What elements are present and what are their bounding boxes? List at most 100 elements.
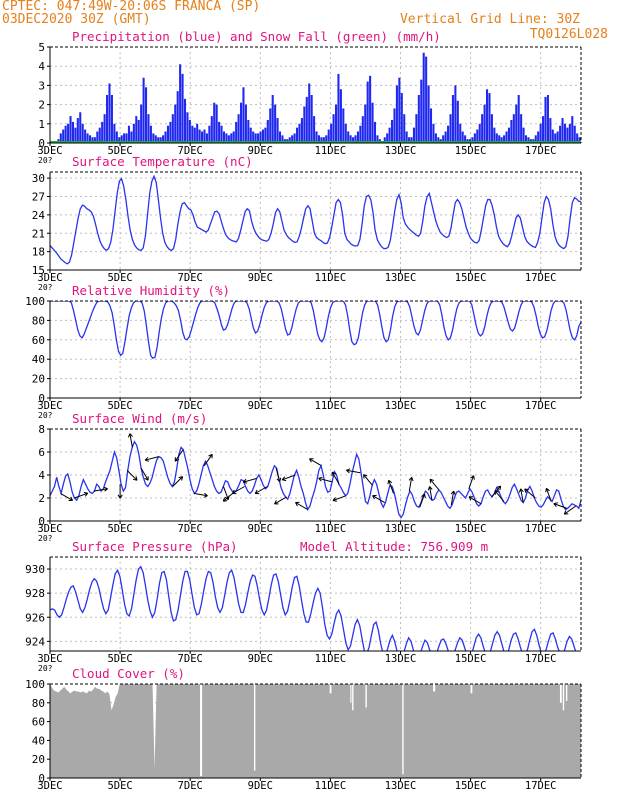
precip-bar: [271, 95, 274, 143]
precip-bar: [537, 131, 540, 143]
precip-bar: [544, 96, 547, 143]
wind-vector-head: [524, 488, 529, 491]
x-tick-label: 17DEC: [525, 145, 557, 157]
precip-bar: [127, 125, 131, 143]
wind-vector-arrow: [309, 458, 322, 467]
precip-bar: [459, 123, 462, 143]
wind-vector-head: [429, 486, 433, 490]
precip-bar: [162, 135, 165, 143]
wind-vector-head: [144, 459, 150, 462]
precip-bar: [510, 119, 513, 143]
y-tick-label: 100: [25, 295, 45, 308]
y-tick-label: 928: [25, 587, 45, 600]
wind-vector-arrow: [126, 470, 138, 481]
precip-bar: [193, 127, 196, 143]
wind-vector-shaft: [450, 491, 455, 505]
y-tick-label: 60: [32, 716, 45, 729]
precip-bar: [383, 137, 386, 143]
x-tick-label: 9DEC: [248, 272, 273, 284]
wind-vector-head: [473, 475, 475, 480]
precip-bar: [157, 137, 160, 143]
wind-vector-shaft: [363, 474, 373, 486]
precip-bar: [201, 131, 204, 143]
precip-bar: [227, 135, 230, 143]
wind-vector-arrow: [274, 496, 287, 505]
pressure-subtitle: Model Altitude: 756.909 m: [300, 539, 488, 554]
cloud-cover-area: [50, 684, 581, 778]
cloud-cover-gap: [402, 684, 404, 775]
precip-bar: [344, 123, 347, 143]
precip-bar: [320, 137, 323, 143]
precip-bar: [563, 123, 567, 143]
precip-bar: [232, 131, 235, 143]
wind-vector-shaft: [203, 454, 213, 467]
precip-bar: [371, 102, 374, 143]
precip-bar: [298, 123, 301, 143]
precip-bar: [425, 56, 428, 143]
wind-vector-head: [181, 476, 184, 481]
precip-bar: [103, 114, 106, 143]
temp-series-line: [50, 174, 581, 265]
precip-bar: [215, 104, 218, 143]
wind-vector-head: [520, 488, 524, 493]
x-tick-label: 17DEC: [525, 653, 557, 665]
wind-vector-head: [70, 496, 74, 501]
precip-bar: [145, 87, 148, 143]
cloud-cover-gap: [365, 684, 367, 708]
precip-bar: [447, 125, 450, 143]
precip-bar: [164, 131, 167, 143]
precip-bar: [239, 102, 243, 143]
precip-bar: [412, 127, 415, 143]
precip-bar: [169, 121, 172, 143]
precip-bar: [398, 77, 401, 143]
y-tick-label: 2: [38, 99, 45, 112]
x-tick-label: 3DEC: [37, 653, 62, 665]
precip-bar: [478, 123, 481, 143]
precip-bar: [203, 129, 206, 143]
precip-bar: [244, 104, 247, 143]
x-tick-label: 3DEC: [37, 780, 62, 792]
x-year-label: 20?: [38, 411, 53, 420]
wind-vector-head: [83, 491, 88, 494]
wind-vector-head: [243, 481, 248, 484]
wind-vector-shaft: [60, 492, 73, 501]
precip-bar: [315, 131, 318, 143]
precip-bar: [503, 135, 506, 143]
precip-bar: [242, 87, 245, 143]
precip-bar: [520, 114, 523, 143]
wind-vector-shaft: [193, 492, 208, 497]
precip-bar: [261, 129, 264, 143]
precip-bar: [405, 131, 408, 143]
x-tick-label: 9DEC: [248, 145, 273, 157]
wind-vector-head: [135, 476, 138, 481]
wind-vector-head: [563, 510, 567, 515]
y-tick-label: 60: [32, 334, 45, 347]
precip-bar: [386, 133, 389, 143]
cloud-cover-gap: [352, 684, 354, 711]
precip-bar: [86, 133, 89, 143]
x-tick-label: 3DEC: [37, 145, 62, 157]
precip-bar: [337, 73, 340, 143]
cloud-title: Cloud Cover (%): [72, 666, 185, 681]
precip-bar: [500, 137, 503, 143]
precip-bar: [259, 131, 262, 143]
y-tick-label: 0: [38, 772, 45, 785]
precip-bar: [110, 95, 113, 143]
wind-vector-head: [546, 487, 550, 492]
precip-bar: [464, 135, 467, 143]
precip-bar: [449, 114, 452, 143]
wind-vector-arrow: [174, 449, 184, 462]
precip-bar: [483, 104, 486, 143]
wind-vector-head: [318, 477, 322, 482]
wind-vector-arrow: [419, 493, 426, 508]
x-tick-label: 15DEC: [455, 400, 487, 412]
precip-bar: [176, 91, 179, 143]
wind-vector-head: [363, 474, 365, 479]
precip-bar: [198, 129, 201, 143]
precip-bar: [571, 116, 574, 143]
wind-vector-head: [222, 497, 226, 502]
precip-bar: [249, 127, 252, 143]
precip-bar: [325, 135, 328, 143]
wind-vector-arrow: [518, 488, 524, 503]
wind-vector-head: [427, 486, 431, 491]
